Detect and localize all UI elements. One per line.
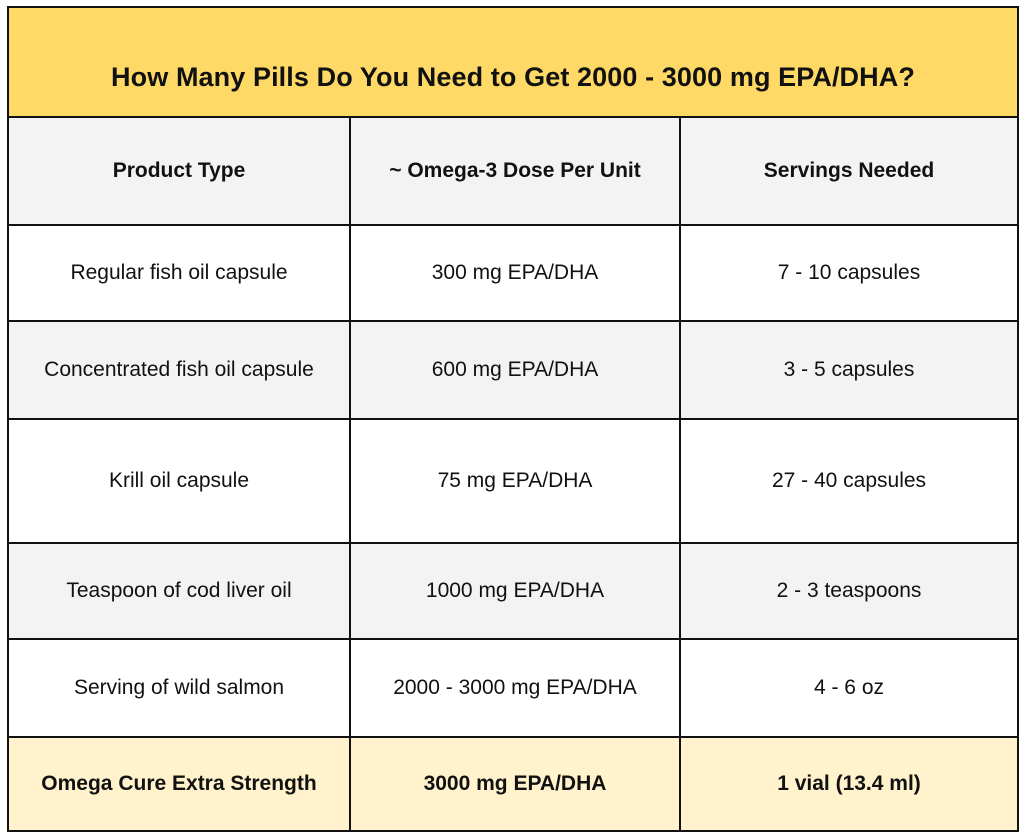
servings-cell: 27 - 40 capsules <box>771 469 927 492</box>
servings-cell: 4 - 6 oz <box>813 676 885 699</box>
servings-cell: 7 - 10 capsules <box>777 261 921 284</box>
table-title-row: How Many Pills Do You Need to Get 2000 -… <box>9 8 1017 118</box>
table-row: Concentrated fish oil capsule 600 mg EPA… <box>9 322 1017 420</box>
dose-cell: 600 mg EPA/DHA <box>351 322 681 418</box>
table-row: Krill oil capsule 75 mg EPA/DHA 27 - 40 … <box>9 420 1017 544</box>
product-cell: Omega Cure Extra Strength <box>9 738 351 830</box>
dose-cell: 75 mg EPA/DHA <box>351 420 681 542</box>
comparison-table: How Many Pills Do You Need to Get 2000 -… <box>7 6 1019 832</box>
header-servings-needed: Servings Needed <box>763 159 935 182</box>
table-row-highlight: Omega Cure Extra Strength 3000 mg EPA/DH… <box>9 738 1017 830</box>
product-cell: Teaspoon of cod liver oil <box>9 544 351 638</box>
table-header-row: Product Type ~ Omega-3 Dose Per Unit Ser… <box>9 118 1017 226</box>
product-cell: Krill oil capsule <box>9 420 351 542</box>
dose-cell: 2000 - 3000 mg EPA/DHA <box>351 640 681 736</box>
header-product-type: Product Type <box>9 118 351 224</box>
table-row: Teaspoon of cod liver oil 1000 mg EPA/DH… <box>9 544 1017 640</box>
header-dose-per-unit: ~ Omega-3 Dose Per Unit <box>351 118 681 224</box>
dose-cell: 1000 mg EPA/DHA <box>351 544 681 638</box>
dose-cell: 300 mg EPA/DHA <box>351 226 681 320</box>
servings-cell: 2 - 3 teaspoons <box>776 579 922 602</box>
product-cell: Concentrated fish oil capsule <box>9 322 351 418</box>
table-row: Regular fish oil capsule 300 mg EPA/DHA … <box>9 226 1017 322</box>
servings-cell: 3 - 5 capsules <box>783 358 915 381</box>
product-cell: Regular fish oil capsule <box>9 226 351 320</box>
table-title: How Many Pills Do You Need to Get 2000 -… <box>111 61 915 92</box>
servings-cell: 1 vial (13.4 ml) <box>777 772 921 795</box>
product-cell: Serving of wild salmon <box>9 640 351 736</box>
dose-cell: 3000 mg EPA/DHA <box>351 738 681 830</box>
table-row: Serving of wild salmon 2000 - 3000 mg EP… <box>9 640 1017 738</box>
